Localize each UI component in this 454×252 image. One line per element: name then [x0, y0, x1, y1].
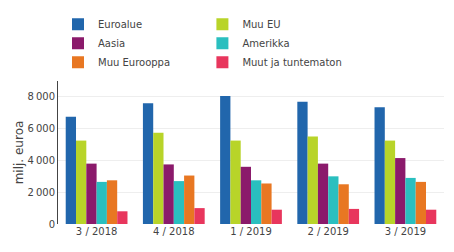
svg-text:3 / 2019: 3 / 2019 [385, 226, 427, 237]
svg-text:2 / 2019: 2 / 2019 [307, 226, 349, 237]
svg-text:8 000: 8 000 [28, 91, 55, 102]
svg-text:3 / 2018: 3 / 2018 [76, 226, 118, 237]
svg-text:4 / 2018: 4 / 2018 [153, 226, 195, 237]
svg-text:Muu EU: Muu EU [242, 19, 280, 30]
svg-text:0: 0 [49, 219, 55, 230]
svg-text:Euroalue: Euroalue [98, 19, 142, 30]
svg-text:6 000: 6 000 [28, 123, 55, 134]
svg-text:1 / 2019: 1 / 2019 [230, 226, 272, 237]
svg-text:4 000: 4 000 [28, 155, 55, 166]
svg-text:Muu Eurooppa: Muu Eurooppa [98, 57, 170, 68]
svg-text:2 000: 2 000 [28, 187, 55, 198]
svg-text:Muut ja tuntematon: Muut ja tuntematon [242, 57, 341, 68]
svg-text:milj. euroa: milj. euroa [12, 121, 26, 185]
svg-text:Aasia: Aasia [98, 38, 125, 49]
svg-text:Amerikka: Amerikka [242, 38, 289, 49]
